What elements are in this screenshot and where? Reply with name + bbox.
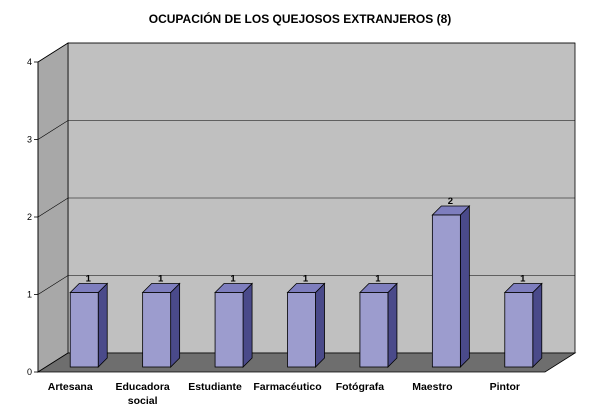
- data-label: 1: [520, 274, 526, 285]
- chart-title: OCUPACIÓN DE LOS QUEJOSOS EXTRANJEROS (8…: [149, 11, 452, 26]
- gridline: [37, 120, 575, 140]
- gridline: [37, 275, 575, 295]
- y-tick-label: 3: [27, 135, 32, 145]
- data-label: 1: [303, 274, 309, 285]
- data-label: 1: [158, 274, 164, 285]
- bar-side: [387, 282, 398, 368]
- y-axis: 0 1 2 3 4: [27, 57, 39, 377]
- y-tick-label: 2: [27, 212, 32, 222]
- data-label: 2: [448, 196, 453, 207]
- bar-front: [504, 292, 534, 368]
- bar-side: [97, 282, 108, 368]
- gridline: [37, 42, 575, 63]
- gridline: [37, 197, 575, 218]
- data-label: 1: [375, 274, 381, 285]
- bar-front: [431, 214, 461, 368]
- bar-front: [359, 292, 389, 368]
- y-tick-label: 0: [27, 367, 32, 377]
- x-axis-labels: Artesana Educadora social Estudiante Farmacé…: [48, 381, 520, 407]
- x-tick-label: Educadora social: [116, 381, 170, 407]
- x-tick-label: Artesana: [48, 381, 93, 393]
- bar: 1: [214, 274, 254, 368]
- bar-front: [214, 292, 244, 368]
- bar: 1: [503, 274, 543, 368]
- bar-side: [315, 282, 325, 368]
- gridlines: [37, 42, 575, 295]
- bar-front: [142, 292, 172, 368]
- x-tick-label: Estudiante: [188, 381, 242, 393]
- x-tick-label: Farmacéutico: [253, 381, 321, 393]
- bar: 1: [286, 274, 326, 368]
- data-label: 1: [230, 274, 236, 285]
- bar-front: [287, 292, 316, 368]
- bar: 2: [431, 196, 471, 368]
- bar-side: [170, 282, 181, 368]
- x-tick-label: Fotógrafa: [336, 381, 385, 393]
- bar: 1: [69, 274, 109, 368]
- data-label: 1: [86, 274, 92, 285]
- y-tick-label: 1: [27, 290, 32, 300]
- bars: 1 1 1 1 1 2 1: [69, 196, 543, 368]
- x-tick-label: Maestro: [412, 381, 452, 393]
- bar-front: [69, 292, 99, 368]
- bar-side: [532, 282, 543, 368]
- y-tick-label: 4: [27, 57, 32, 67]
- bar-side: [242, 282, 253, 368]
- x-tick-label: Pintor: [490, 381, 520, 393]
- bar-side: [459, 205, 470, 368]
- bar: 1: [141, 274, 181, 368]
- bar: 1: [358, 274, 398, 368]
